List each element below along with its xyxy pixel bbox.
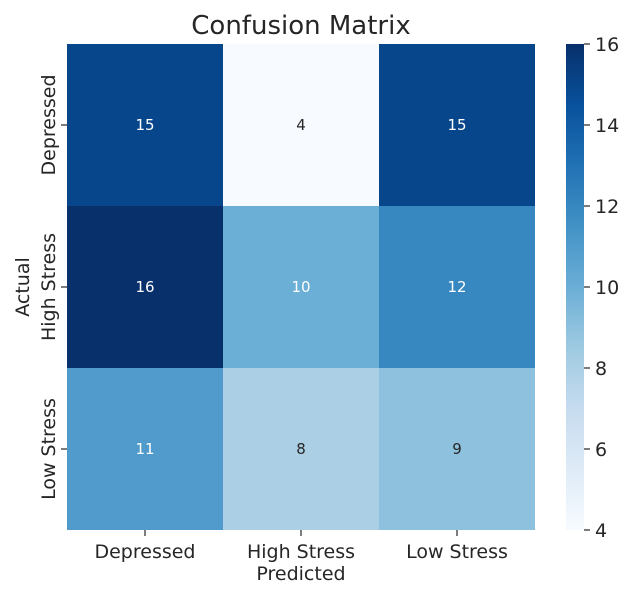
cell-value-1-1: 10 [291, 278, 310, 296]
colorbar-tick-label-4: 12 [595, 196, 619, 218]
colorbar-tick-label-6: 16 [595, 34, 619, 56]
y-tick-label-0: Depressed [38, 74, 60, 175]
cell-value-2-0: 11 [135, 440, 154, 458]
cell-value-1-0: 16 [135, 278, 154, 296]
colorbar-axis: 4 6 8 10 12 14 16 [584, 34, 619, 542]
colorbar-tick-label-2: 8 [595, 358, 607, 380]
x-tick-label-2: Low Stress [406, 541, 508, 563]
y-tick-label-1: High Stress [38, 233, 60, 341]
cell-1-2 [379, 206, 535, 368]
heatmap-cells: 15 4 15 16 10 12 11 8 9 [67, 44, 535, 530]
cell-2-1 [223, 368, 379, 530]
cell-0-0 [67, 44, 223, 206]
cell-value-2-1: 8 [296, 440, 306, 458]
x-tick-label-1: High Stress [247, 541, 355, 563]
y-axis-label: Actual [12, 257, 34, 317]
x-axis: Depressed High Stress Low Stress [94, 530, 508, 563]
cell-value-1-2: 12 [447, 278, 466, 296]
colorbar [566, 44, 584, 530]
cell-0-1 [223, 44, 379, 206]
colorbar-tick-label-5: 14 [595, 115, 619, 137]
cell-value-2-2: 9 [452, 440, 462, 458]
cell-2-2 [379, 368, 535, 530]
cell-value-0-1: 4 [296, 116, 306, 134]
y-axis: Depressed High Stress Low Stress [38, 74, 67, 500]
colorbar-tick-label-0: 4 [595, 520, 607, 542]
chart-title: Confusion Matrix [191, 11, 410, 41]
cell-2-0 [67, 368, 223, 530]
cell-1-0 [67, 206, 223, 368]
cell-value-0-2: 15 [447, 116, 466, 134]
y-tick-label-2: Low Stress [38, 398, 60, 500]
cell-value-0-0: 15 [135, 116, 154, 134]
colorbar-tick-label-1: 6 [595, 439, 607, 461]
x-tick-label-0: Depressed [94, 541, 195, 563]
colorbar-tick-label-3: 10 [595, 277, 619, 299]
cell-0-2 [379, 44, 535, 206]
cell-1-1 [223, 206, 379, 368]
x-axis-label: Predicted [256, 563, 345, 585]
